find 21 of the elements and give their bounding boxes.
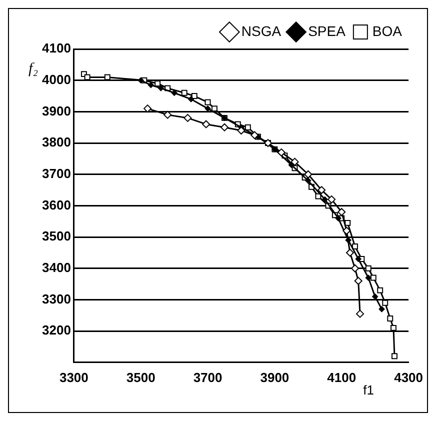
y-tick-label: 4100 (42, 40, 71, 56)
y-tick-label: 3600 (42, 197, 71, 212)
x-tick-label: 3900 (260, 370, 290, 385)
legend-label: NSGA (241, 22, 282, 39)
y-tick-label: 3300 (42, 291, 71, 306)
x-tick-label: 4100 (327, 370, 356, 385)
y-tick-label: 3900 (42, 103, 71, 118)
x-tick-label: 3300 (59, 370, 88, 385)
y-tick-label: 3800 (42, 134, 71, 150)
y-tick-label: 3700 (42, 166, 71, 181)
x-tick-label: 4300 (394, 370, 423, 385)
y-tick-label: 3400 (42, 260, 71, 275)
y-tick-label: 3500 (42, 228, 71, 244)
y-axis-title: f₂ (28, 60, 38, 77)
y-tick-label: 3200 (42, 322, 71, 338)
x-axis-title: f1 (363, 382, 374, 398)
y-tick-label: 4000 (42, 72, 71, 87)
x-tick-label: 3500 (126, 370, 156, 385)
legend-label: BOA (372, 22, 403, 39)
x-tick-label: 3700 (193, 370, 222, 385)
legend-label: SPEA (308, 22, 346, 39)
